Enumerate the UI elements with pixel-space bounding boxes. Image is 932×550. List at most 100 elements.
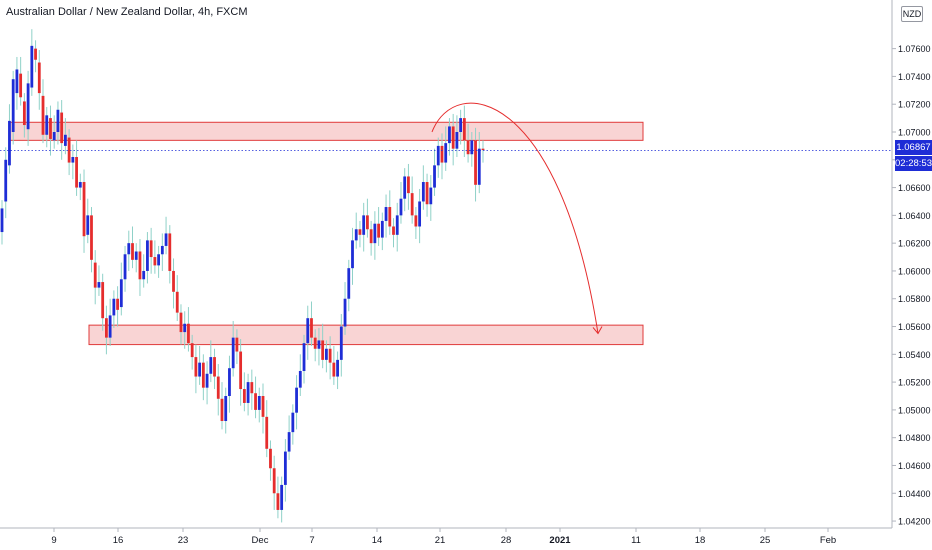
candle-down <box>220 398 224 422</box>
x-tick-label: Feb <box>820 535 836 546</box>
x-tick-label: 21 <box>435 535 446 546</box>
candle-up <box>257 396 261 410</box>
candle-down <box>19 73 23 98</box>
y-tick-label: 1.04400 <box>898 489 931 499</box>
y-tick-label: 1.05800 <box>898 294 931 304</box>
candle-up <box>160 245 164 255</box>
candle-up <box>287 432 291 452</box>
candle-up <box>97 282 101 288</box>
x-tick-label: 14 <box>372 535 383 546</box>
candle-down <box>313 337 317 349</box>
candle-down <box>60 112 64 144</box>
candle-up <box>395 215 399 235</box>
candle-up <box>448 126 451 144</box>
candle-up <box>86 215 90 235</box>
candle-down <box>138 251 142 280</box>
y-tick-label: 1.07200 <box>898 100 931 110</box>
zone-resistance <box>9 121 644 141</box>
candle-up <box>283 451 287 485</box>
candle-up <box>0 208 4 233</box>
y-tick-label: 1.05000 <box>898 405 931 415</box>
y-tick-label: 1.06200 <box>898 239 931 249</box>
candle-down <box>187 323 190 344</box>
candle-up <box>436 145 440 166</box>
candle-down <box>250 382 254 394</box>
candle-down <box>216 376 220 399</box>
candle-down <box>410 193 414 216</box>
candle-up <box>399 198 403 216</box>
candle-down <box>358 229 362 235</box>
candle-up <box>164 233 168 246</box>
candle-up <box>351 240 354 269</box>
candle-down <box>254 393 257 410</box>
candle-up <box>228 368 231 396</box>
candle-down <box>190 343 194 358</box>
candle-up <box>459 118 463 132</box>
candle-down <box>269 448 272 469</box>
candle-down <box>451 126 455 149</box>
candle-down <box>90 215 93 260</box>
candle-down <box>49 118 52 139</box>
candle-up <box>8 120 11 166</box>
x-tick-label: 9 <box>51 535 56 546</box>
candle-up <box>429 187 433 205</box>
candle-down <box>213 357 216 377</box>
candle-up <box>362 215 366 235</box>
candle-down <box>388 207 392 227</box>
candle-up <box>183 323 187 333</box>
candle-down <box>321 340 325 360</box>
candle-up <box>11 79 15 132</box>
y-tick-label: 1.04200 <box>898 517 931 527</box>
candle-up <box>380 220 384 238</box>
candle-down <box>131 243 134 260</box>
x-tick-label: 25 <box>760 535 771 546</box>
y-tick-label: 1.04800 <box>898 433 931 443</box>
candle-down <box>105 318 108 338</box>
candle-down <box>149 240 153 258</box>
candle-down <box>377 223 380 238</box>
candle-up <box>347 268 351 299</box>
candle-down <box>82 182 86 237</box>
currency-badge[interactable]: NZD <box>901 6 923 22</box>
candle-up <box>306 318 310 344</box>
x-tick-label: 23 <box>178 535 189 546</box>
candle-up <box>26 83 30 130</box>
candle-up <box>302 343 306 371</box>
candle-up <box>112 298 116 316</box>
candle-up <box>63 134 67 146</box>
candle-up <box>146 240 149 271</box>
y-tick-label: 1.04600 <box>898 461 931 471</box>
candle-down <box>261 396 265 417</box>
candle-down <box>265 416 269 449</box>
candle-up <box>324 348 328 360</box>
candle-up <box>384 207 388 221</box>
candle-up <box>209 357 213 374</box>
candle-up <box>421 182 425 202</box>
y-tick-label: 1.07400 <box>898 72 931 82</box>
candle-down <box>328 348 332 363</box>
candle-down <box>168 233 172 271</box>
candle-up <box>343 298 347 327</box>
candle-down <box>407 176 410 194</box>
candle-down <box>75 157 78 188</box>
candle-down <box>22 101 26 126</box>
candle-up <box>45 115 49 135</box>
forecast-arrow <box>431 102 599 334</box>
candle-down <box>369 229 373 244</box>
x-tick-label: 18 <box>695 535 706 546</box>
candle-down <box>392 226 395 235</box>
candle-down <box>425 182 429 205</box>
candle-up <box>15 69 19 94</box>
candle-up <box>339 326 343 360</box>
y-tick-label: 1.05400 <box>898 350 931 360</box>
zone-support <box>88 324 644 346</box>
candle-down <box>414 215 418 227</box>
candle-up <box>298 370 302 388</box>
candle-down <box>67 137 71 163</box>
candle-down <box>93 262 97 288</box>
candle-up <box>280 484 284 510</box>
candle-down <box>235 337 239 352</box>
candle-up <box>52 132 56 141</box>
candle-down <box>474 140 477 185</box>
